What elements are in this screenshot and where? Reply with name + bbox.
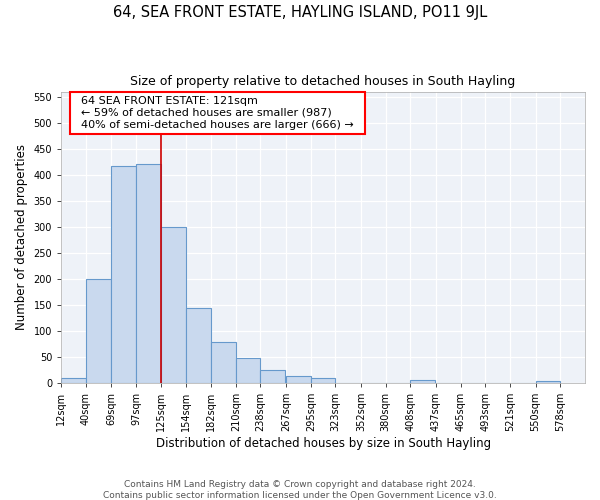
Text: 64, SEA FRONT ESTATE, HAYLING ISLAND, PO11 9JL: 64, SEA FRONT ESTATE, HAYLING ISLAND, PO…: [113, 5, 487, 20]
Bar: [286, 376, 311, 383]
Bar: [161, 227, 185, 383]
Title: Size of property relative to detached houses in South Hayling: Size of property relative to detached ho…: [130, 75, 516, 88]
Text: Contains HM Land Registry data © Crown copyright and database right 2024.
Contai: Contains HM Land Registry data © Crown c…: [103, 480, 497, 500]
Bar: [136, 164, 161, 383]
Bar: [260, 370, 285, 383]
Bar: [86, 279, 110, 383]
Bar: [536, 382, 560, 383]
Bar: [112, 166, 136, 383]
Text: 64 SEA FRONT ESTATE: 121sqm  
  ← 59% of detached houses are smaller (987)  
  4: 64 SEA FRONT ESTATE: 121sqm ← 59% of det…: [74, 96, 361, 130]
Bar: [61, 378, 86, 383]
X-axis label: Distribution of detached houses by size in South Hayling: Distribution of detached houses by size …: [155, 437, 491, 450]
Bar: [236, 358, 260, 383]
Bar: [311, 378, 335, 383]
Y-axis label: Number of detached properties: Number of detached properties: [15, 144, 28, 330]
Bar: [211, 342, 236, 383]
Bar: [187, 308, 211, 383]
Bar: [410, 380, 435, 383]
